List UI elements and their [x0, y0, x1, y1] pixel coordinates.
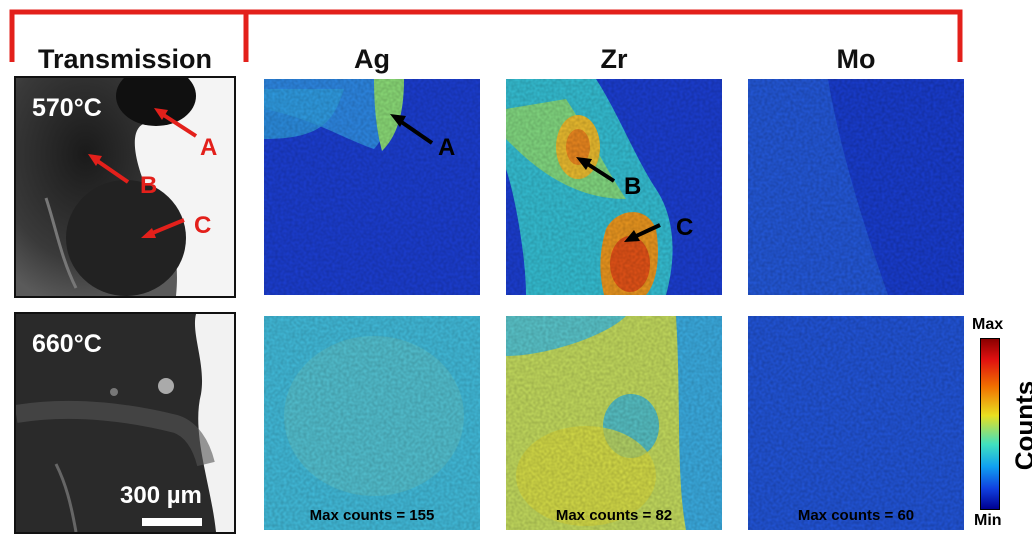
ag-max-counts: Max counts = 155 [264, 507, 480, 524]
zr-max-counts: Max counts = 82 [506, 507, 722, 524]
header-ag: Ag [264, 44, 480, 75]
ag-map-660-graphic [264, 316, 480, 530]
mo-map-570 [748, 79, 964, 295]
mo-map-570-graphic [748, 79, 964, 295]
ag-map-570: A [264, 79, 480, 295]
marker-c-transmission: C [194, 212, 211, 240]
marker-a-ag: A [438, 134, 455, 162]
transmission-arrows [16, 78, 234, 296]
colorbar-min-label: Min [974, 512, 1002, 530]
header-zr: Zr [506, 44, 722, 75]
colorbar [980, 338, 1000, 510]
zr-map-660-graphic [506, 316, 722, 530]
zr-map-arrows [506, 79, 722, 295]
scale-bar-label: 300 µm [120, 482, 202, 510]
marker-b-zr: B [624, 173, 641, 201]
header-mo: Mo [748, 44, 964, 75]
mo-map-660 [748, 316, 964, 530]
mo-max-counts: Max counts = 60 [748, 507, 964, 524]
transmission-image-570: 570°C A B C [14, 76, 236, 298]
mo-map-660-graphic [748, 316, 964, 530]
transmission-image-660: 660°C 300 µm [14, 312, 236, 534]
header-transmission: Transmission [14, 44, 236, 75]
colorbar-max-label: Max [972, 316, 1003, 334]
colorbar-title: Counts [1010, 381, 1032, 471]
scale-bar [142, 518, 202, 526]
marker-b-transmission: B [140, 172, 157, 200]
ag-map-arrow [264, 79, 480, 295]
zr-map-660 [506, 316, 722, 530]
zr-map-570: B C [506, 79, 722, 295]
temperature-label-660: 660°C [32, 330, 102, 359]
marker-c-zr: C [676, 214, 693, 242]
ag-map-660 [264, 316, 480, 530]
marker-a-transmission: A [200, 134, 217, 162]
